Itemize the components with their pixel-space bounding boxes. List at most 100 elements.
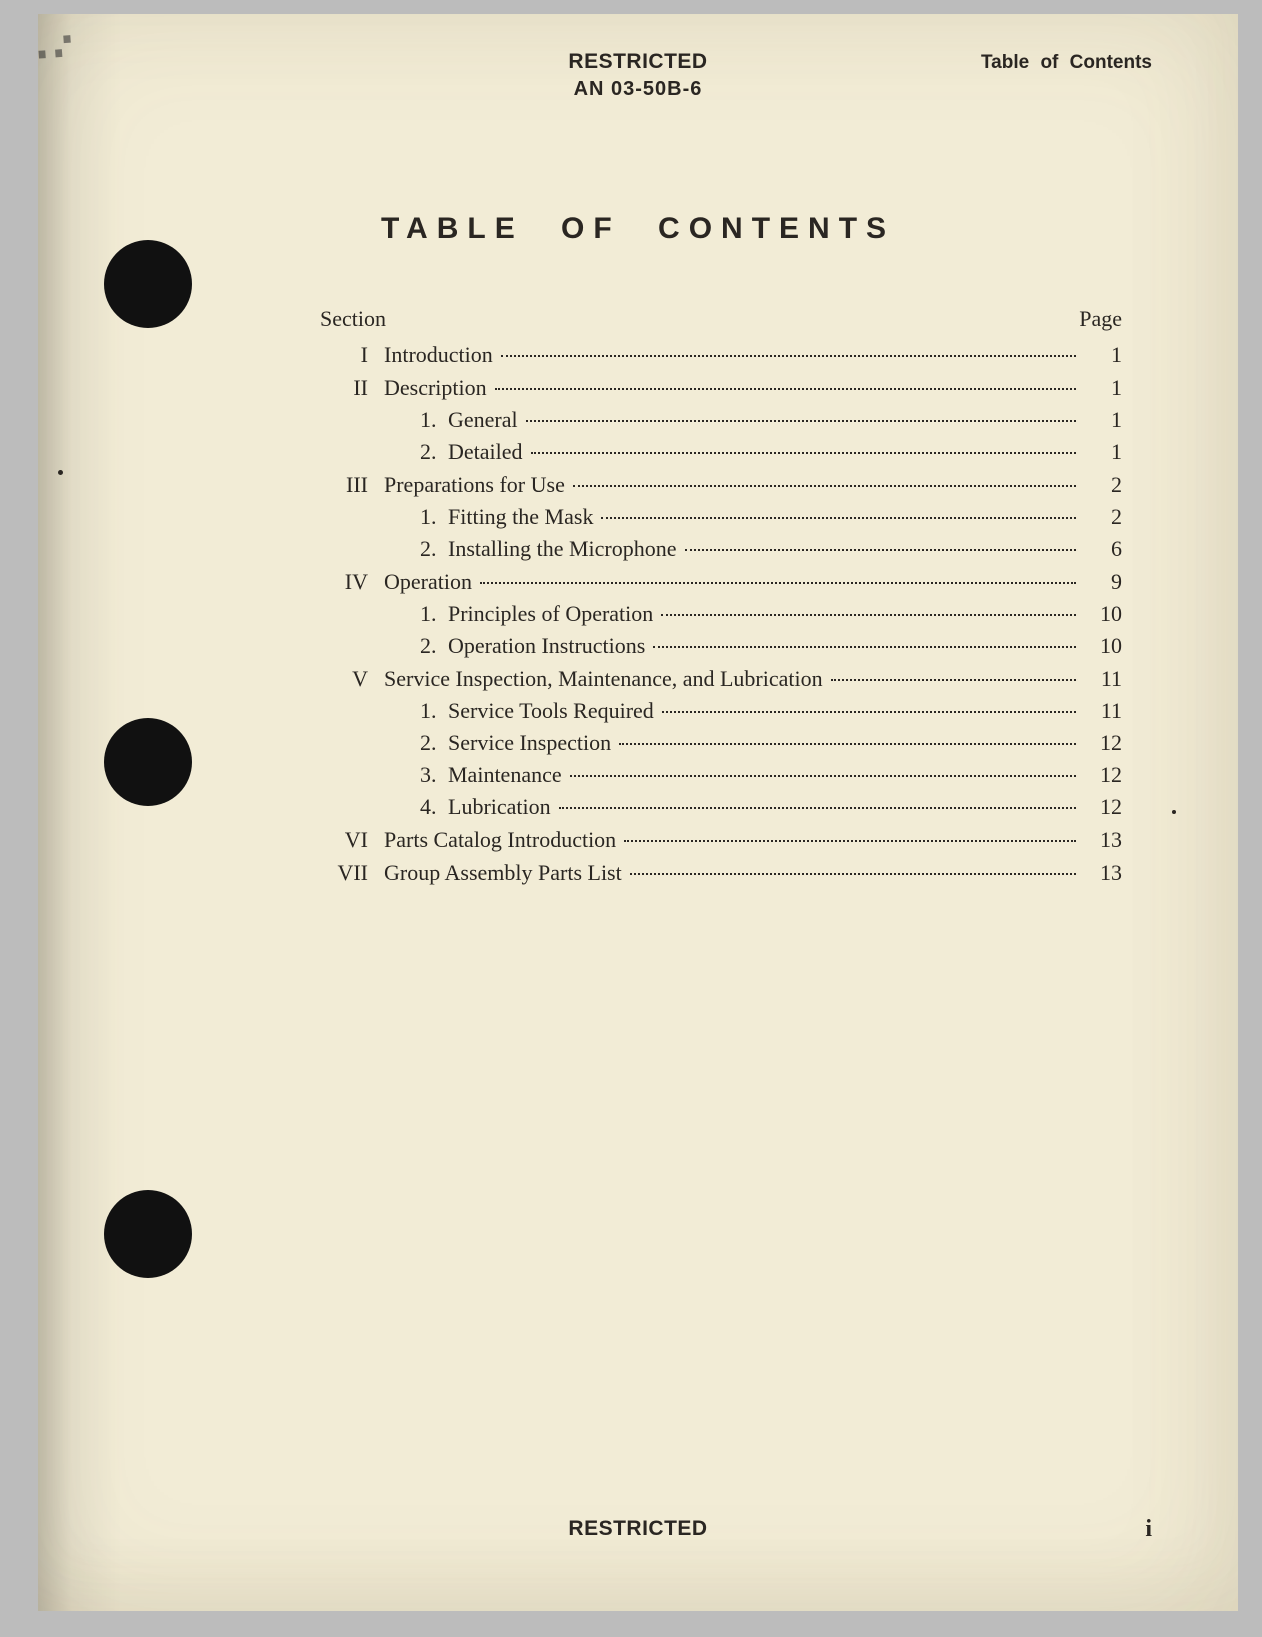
- toc-leader: [559, 807, 1076, 809]
- paper-speck: [1172, 810, 1176, 814]
- corner-scuff: ‥∙: [38, 14, 153, 52]
- toc-subsection-row: 2.Installing the Microphone 6: [320, 538, 1122, 560]
- toc-body: IIntroduction1IIDescription11.General12.…: [320, 344, 1122, 884]
- toc-section-title: Operation: [384, 571, 478, 593]
- toc-page-number: 2: [1080, 474, 1122, 496]
- document-page: ‥∙ RESTRICTED AN 03-50B-6 Table of Conte…: [38, 14, 1238, 1611]
- toc-leader: [630, 873, 1076, 875]
- scan-frame: ‥∙ RESTRICTED AN 03-50B-6 Table of Conte…: [0, 0, 1262, 1637]
- punch-hole: [104, 718, 192, 806]
- toc-col-page: Page: [1079, 308, 1122, 330]
- toc-page-number: 1: [1080, 377, 1122, 399]
- toc-section-row: VIParts Catalog Introduction 13: [320, 829, 1122, 851]
- toc-roman: II: [320, 377, 384, 399]
- toc-leader: [573, 485, 1076, 487]
- toc-sub-number: 1.: [420, 700, 448, 722]
- toc-section-row: VService Inspection, Maintenance, and Lu…: [320, 668, 1122, 690]
- toc-leader: [531, 452, 1076, 454]
- toc-leader: [570, 775, 1076, 777]
- footer-page-number: i: [1145, 1516, 1152, 1543]
- toc-leader: [619, 743, 1076, 745]
- toc-page-number: 9: [1080, 571, 1122, 593]
- toc-section-title: Parts Catalog Introduction: [384, 829, 622, 851]
- toc-subsection-row: 1.Principles of Operation 10: [320, 603, 1122, 625]
- punch-hole: [104, 1190, 192, 1278]
- toc-sub-title: Service Tools Required: [448, 700, 660, 722]
- toc-sub-title: Lubrication: [448, 796, 557, 818]
- toc-sub-title: Principles of Operation: [448, 603, 659, 625]
- toc-page-number: 1: [1080, 409, 1122, 431]
- toc-leader: [661, 614, 1076, 616]
- toc-sub-title: Detailed: [448, 441, 529, 463]
- toc-leader: [495, 388, 1076, 390]
- toc-section-row: IVOperation 9: [320, 571, 1122, 593]
- table-of-contents: Section Page IIntroduction1IIDescription…: [320, 308, 1122, 884]
- toc-sub-title: Service Inspection: [448, 732, 617, 754]
- toc-page-number: 10: [1080, 635, 1122, 657]
- toc-leader: [831, 679, 1076, 681]
- toc-sub-number: 2.: [420, 441, 448, 463]
- toc-subsection-row: 3.Maintenance 12: [320, 764, 1122, 786]
- toc-roman: I: [320, 344, 384, 366]
- toc-page-number: 10: [1080, 603, 1122, 625]
- toc-sub-title: Operation Instructions: [448, 635, 651, 657]
- toc-subsection-row: 1.Fitting the Mask2: [320, 506, 1122, 528]
- toc-section-row: IIIPreparations for Use 2: [320, 474, 1122, 496]
- toc-roman: IV: [320, 571, 384, 593]
- page-title: TABLE OF CONTENTS: [38, 212, 1238, 246]
- toc-sub-number: 1.: [420, 603, 448, 625]
- toc-leader: [601, 517, 1076, 519]
- toc-page-number: 12: [1080, 796, 1122, 818]
- toc-sub-number: 2.: [420, 635, 448, 657]
- toc-section-title: Preparations for Use: [384, 474, 571, 496]
- toc-subsection-row: 1.General1: [320, 409, 1122, 431]
- toc-sub-number: 3.: [420, 764, 448, 786]
- toc-page-number: 13: [1080, 862, 1122, 884]
- toc-leader: [501, 355, 1076, 357]
- toc-section-title: Description: [384, 377, 493, 399]
- toc-subsection-row: 4.Lubrication 12: [320, 796, 1122, 818]
- toc-sub-number: 2.: [420, 732, 448, 754]
- toc-section-title: Introduction: [384, 344, 499, 366]
- toc-leader: [526, 420, 1076, 422]
- toc-sub-title: Maintenance: [448, 764, 568, 786]
- toc-column-headers: Section Page: [320, 308, 1122, 330]
- footer-restricted: RESTRICTED: [38, 1517, 1238, 1541]
- toc-page-number: 1: [1080, 441, 1122, 463]
- toc-roman: VI: [320, 829, 384, 851]
- paper-speck: [58, 470, 63, 475]
- toc-page-number: 13: [1080, 829, 1122, 851]
- toc-section-title: Service Inspection, Maintenance, and Lub…: [384, 668, 829, 690]
- toc-sub-title: Fitting the Mask: [448, 506, 599, 528]
- toc-sub-title: General: [448, 409, 524, 431]
- toc-section-row: IIntroduction 1: [320, 344, 1122, 366]
- toc-subsection-row: 2.Detailed 1: [320, 441, 1122, 463]
- toc-leader: [480, 582, 1076, 584]
- toc-sub-number: 4.: [420, 796, 448, 818]
- toc-page-number: 11: [1080, 668, 1122, 690]
- toc-page-number: 6: [1080, 538, 1122, 560]
- toc-col-section: Section: [320, 308, 386, 330]
- toc-sub-title: Installing the Microphone: [448, 538, 683, 560]
- toc-leader: [662, 711, 1076, 713]
- toc-roman: VII: [320, 862, 384, 884]
- toc-leader: [685, 549, 1076, 551]
- toc-page-number: 11: [1080, 700, 1122, 722]
- toc-page-number: 2: [1080, 506, 1122, 528]
- toc-roman: V: [320, 668, 384, 690]
- header-doc-number: AN 03-50B-6: [38, 78, 1238, 101]
- toc-page-number: 12: [1080, 764, 1122, 786]
- toc-page-number: 1: [1080, 344, 1122, 366]
- toc-subsection-row: 1.Service Tools Required 11: [320, 700, 1122, 722]
- punch-hole: [104, 240, 192, 328]
- toc-sub-number: 2.: [420, 538, 448, 560]
- toc-section-row: IIDescription 1: [320, 377, 1122, 399]
- toc-subsection-row: 2.Operation Instructions 10: [320, 635, 1122, 657]
- header-top-right: Table of Contents: [981, 52, 1152, 74]
- toc-page-number: 12: [1080, 732, 1122, 754]
- toc-leader: [653, 646, 1076, 648]
- toc-roman: III: [320, 474, 384, 496]
- toc-section-title: Group Assembly Parts List: [384, 862, 628, 884]
- toc-section-row: VIIGroup Assembly Parts List 13: [320, 862, 1122, 884]
- toc-leader: [624, 840, 1076, 842]
